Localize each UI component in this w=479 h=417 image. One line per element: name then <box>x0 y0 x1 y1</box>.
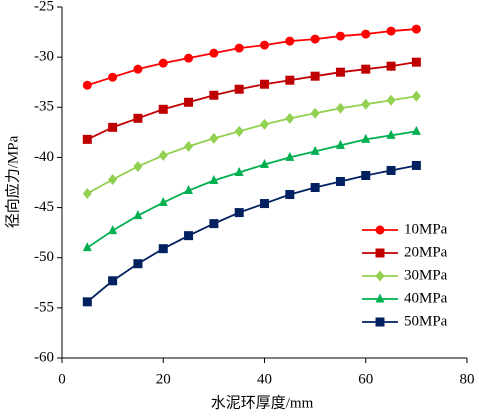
data-point <box>158 104 168 114</box>
data-point <box>158 58 168 68</box>
data-point <box>335 67 345 77</box>
legend-label: 30MPa <box>404 267 448 283</box>
data-point <box>184 140 194 152</box>
x-tick-label: 0 <box>58 371 66 387</box>
data-point <box>108 276 118 286</box>
data-point <box>285 75 295 85</box>
legend-marker <box>375 248 385 258</box>
data-point <box>209 48 219 58</box>
y-tick-label: -35 <box>34 99 54 115</box>
data-point <box>133 210 143 220</box>
data-point <box>260 199 269 209</box>
data-point <box>184 185 194 195</box>
series-line <box>86 164 417 303</box>
data-point <box>361 29 371 39</box>
data-point <box>234 166 244 176</box>
data-point <box>260 158 269 168</box>
y-tick-label: -60 <box>34 349 54 365</box>
data-point <box>335 176 345 186</box>
series-line <box>86 95 417 195</box>
data-point <box>335 139 345 149</box>
data-point <box>108 225 118 235</box>
data-point <box>108 122 118 132</box>
y-tick-label: -45 <box>34 199 54 215</box>
legend-marker <box>375 225 385 235</box>
data-point <box>184 231 194 241</box>
data-point <box>184 97 194 107</box>
data-point <box>158 197 168 207</box>
data-point <box>234 125 244 137</box>
data-point <box>209 90 219 100</box>
data-point <box>234 84 244 94</box>
y-tick-label: -25 <box>34 0 54 14</box>
data-point <box>310 107 320 119</box>
data-point <box>386 61 396 71</box>
data-point <box>260 79 269 89</box>
data-point <box>361 170 371 180</box>
data-point <box>234 208 244 218</box>
data-point <box>133 113 143 123</box>
legend-marker <box>375 317 385 327</box>
x-tick-label: 40 <box>257 371 272 387</box>
x-tick-label: 80 <box>460 371 475 387</box>
data-point <box>82 188 92 200</box>
data-point <box>108 173 118 185</box>
data-point <box>260 40 269 50</box>
data-point <box>335 31 345 41</box>
data-point <box>133 64 143 74</box>
data-point <box>285 151 295 161</box>
data-point <box>361 133 371 143</box>
data-point <box>411 160 421 170</box>
x-tick-label: 20 <box>156 371 171 387</box>
y-tick-label: -55 <box>34 299 54 315</box>
data-point <box>411 24 421 34</box>
data-point <box>361 98 371 110</box>
data-point <box>209 174 219 184</box>
data-point <box>411 57 421 67</box>
data-point <box>310 71 320 81</box>
data-point <box>361 64 371 74</box>
y-tick-label: -30 <box>34 49 54 65</box>
data-point <box>310 145 320 155</box>
data-point <box>310 34 320 44</box>
data-point <box>184 53 194 63</box>
data-point <box>335 102 345 114</box>
x-axis-label: 水泥环厚度/mm <box>211 394 314 411</box>
data-point <box>386 129 396 139</box>
data-point <box>386 165 396 175</box>
data-point <box>386 26 396 36</box>
data-point <box>285 112 295 124</box>
data-point <box>133 160 143 172</box>
legend-marker <box>375 270 385 282</box>
data-point <box>82 242 92 252</box>
legend-label: 40MPa <box>404 290 448 306</box>
data-point <box>158 244 168 254</box>
data-point <box>108 72 118 82</box>
legend-marker <box>375 293 385 303</box>
x-tick-label: 60 <box>358 371 373 387</box>
data-point <box>260 118 269 130</box>
y-axis-label: 径向应力/MPa <box>3 135 21 228</box>
data-point <box>285 36 295 46</box>
data-point <box>158 149 168 161</box>
y-tick-label: -40 <box>34 149 54 165</box>
data-point <box>133 259 143 269</box>
legend-label: 20MPa <box>404 244 448 260</box>
series-line <box>86 130 417 249</box>
data-point <box>310 183 320 193</box>
data-point <box>209 132 219 144</box>
data-point <box>285 190 295 200</box>
legend-label: 50MPa <box>404 313 448 329</box>
data-point <box>411 125 421 135</box>
data-point <box>82 297 92 307</box>
data-point <box>82 80 92 90</box>
data-point <box>234 43 244 53</box>
data-point <box>82 134 92 144</box>
data-point <box>386 94 396 106</box>
data-point <box>411 90 421 102</box>
y-tick-label: -50 <box>34 249 54 265</box>
legend-label: 10MPa <box>404 221 448 237</box>
data-point <box>209 219 219 229</box>
